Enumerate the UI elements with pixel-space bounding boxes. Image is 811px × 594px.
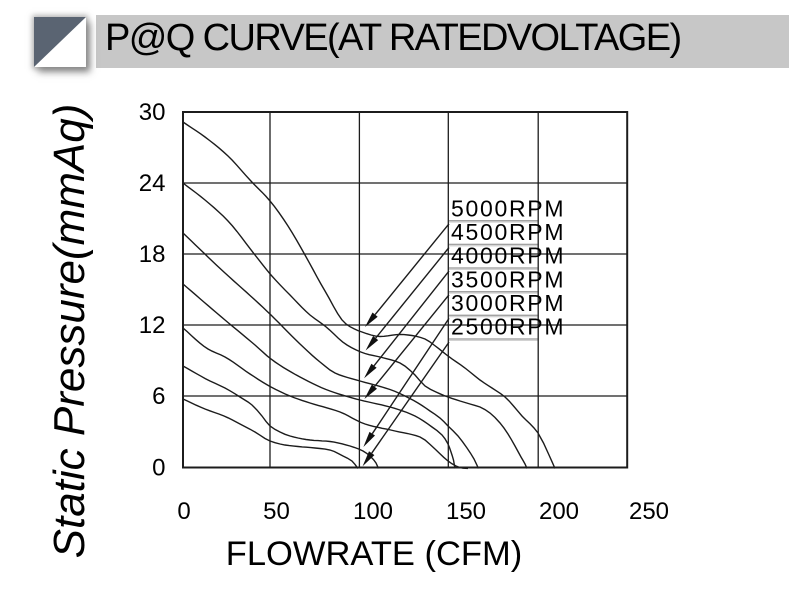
svg-text:6: 6 [152, 383, 165, 410]
svg-text:Static Pressure(mmAq): Static Pressure(mmAq) [45, 104, 94, 559]
svg-text:4500RPM: 4500RPM [451, 219, 565, 245]
svg-text:30: 30 [139, 99, 166, 126]
svg-text:3000RPM: 3000RPM [451, 290, 565, 316]
svg-text:0: 0 [177, 498, 190, 525]
svg-text:5000RPM: 5000RPM [451, 195, 565, 221]
svg-text:18: 18 [139, 241, 166, 268]
svg-text:0: 0 [152, 454, 165, 481]
svg-text:3500RPM: 3500RPM [451, 266, 565, 292]
svg-text:50: 50 [263, 498, 290, 525]
svg-text:FLOWRATE (CFM): FLOWRATE (CFM) [226, 535, 522, 573]
svg-text:12: 12 [139, 312, 166, 339]
svg-text:150: 150 [446, 498, 486, 525]
svg-text:24: 24 [139, 170, 166, 197]
svg-text:250: 250 [629, 498, 669, 525]
svg-text:4000RPM: 4000RPM [451, 243, 565, 269]
svg-text:2500RPM: 2500RPM [451, 314, 565, 340]
svg-text:100: 100 [353, 498, 393, 525]
svg-text:200: 200 [539, 498, 579, 525]
